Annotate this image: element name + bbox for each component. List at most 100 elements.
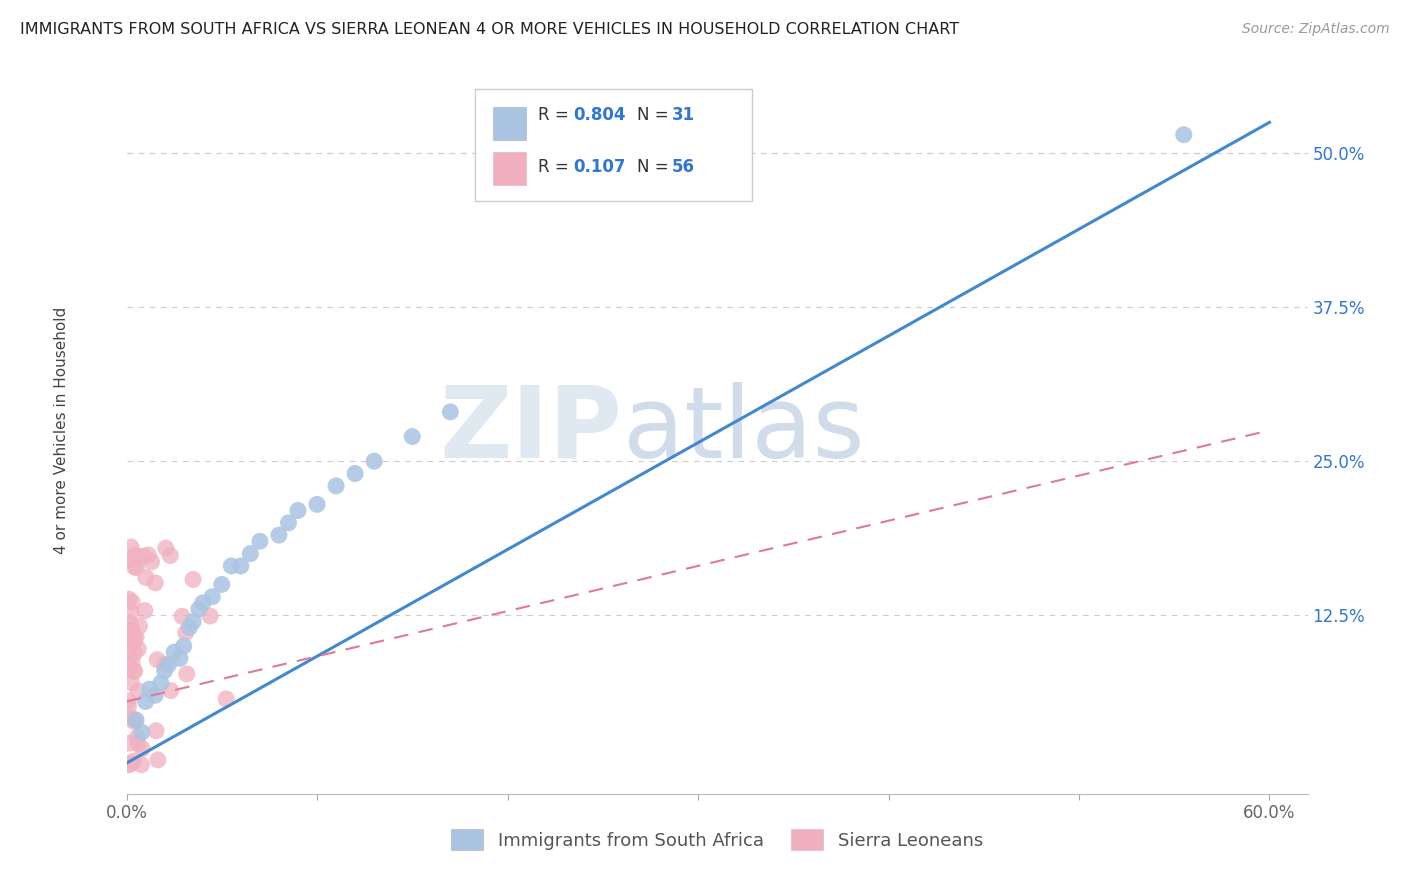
Point [131,757,153,772]
Point [118,615,141,630]
Point [136,548,159,562]
Point [125,630,148,644]
Point [127,737,149,751]
Point [325,479,347,493]
Point [174,625,197,640]
Point [176,667,198,681]
Point [122,635,145,649]
Text: R =: R = [537,106,574,124]
Point [221,558,243,573]
Point [124,714,146,728]
Point [229,558,252,573]
Point [211,577,233,591]
Point [118,592,141,607]
Point [120,676,142,690]
Point [117,758,139,772]
Point [287,503,309,517]
Point [439,405,461,419]
Point [179,621,201,635]
Text: 4 or more Vehicles in Household: 4 or more Vehicles in Household [53,307,69,554]
Point [124,559,146,574]
Point [120,710,142,724]
Point [127,684,149,698]
Point [169,651,191,665]
Point [138,682,160,697]
Point [122,714,145,728]
Text: N =: N = [637,158,673,177]
Point [145,723,167,738]
Point [249,534,271,549]
Point [170,609,193,624]
Point [159,683,181,698]
Point [127,730,149,744]
Point [201,590,224,604]
Point [122,630,145,644]
Point [198,609,221,624]
Point [173,639,195,653]
Point [141,555,163,569]
Point [121,656,143,670]
Point [134,604,156,618]
Point [146,652,169,666]
Point [125,560,148,574]
Point [159,549,181,563]
Point [121,595,143,609]
Point [135,570,157,584]
Text: ZIP: ZIP [440,382,623,479]
Point [124,548,146,562]
Point [344,467,367,481]
Point [277,516,299,530]
Point [149,676,172,690]
Point [128,619,150,633]
Point [127,641,149,656]
Point [131,741,153,756]
Point [239,547,262,561]
Point [157,657,180,672]
Point [135,694,157,708]
Point [132,549,155,564]
Point [215,691,238,706]
Point [120,624,142,638]
Point [120,605,142,619]
Text: Source: ZipAtlas.com: Source: ZipAtlas.com [1241,22,1389,37]
Point [363,454,385,468]
Point [125,713,148,727]
Point [131,725,153,739]
Point [117,552,139,566]
Point [143,688,166,702]
Point [120,756,142,771]
Bar [492,152,526,185]
Point [155,541,177,555]
Point [181,573,204,587]
Point [121,622,143,636]
Point [118,736,141,750]
Point [120,540,142,554]
Point [143,575,166,590]
Text: 0.804: 0.804 [574,106,626,124]
Point [163,645,186,659]
Point [153,657,176,672]
Point [191,596,214,610]
Point [117,642,139,657]
Point [153,664,176,678]
Point [401,429,423,443]
Text: 31: 31 [672,106,696,124]
Point [146,753,169,767]
Point [267,528,290,542]
Point [117,699,139,714]
FancyBboxPatch shape [475,88,752,202]
Text: N =: N = [637,106,673,124]
Point [117,694,139,708]
Text: 0.107: 0.107 [574,158,626,177]
Text: IMMIGRANTS FROM SOUTH AFRICA VS SIERRA LEONEAN 4 OR MORE VEHICLES IN HOUSEHOLD C: IMMIGRANTS FROM SOUTH AFRICA VS SIERRA L… [20,22,959,37]
Text: R =: R = [537,158,579,177]
Bar [492,107,526,139]
Text: 56: 56 [672,158,695,177]
Point [122,664,145,678]
Point [118,660,141,674]
Point [181,615,204,629]
Point [124,664,146,678]
Point [187,602,209,616]
Legend: Immigrants from South Africa, Sierra Leoneans: Immigrants from South Africa, Sierra Leo… [444,822,990,857]
Point [124,646,146,660]
